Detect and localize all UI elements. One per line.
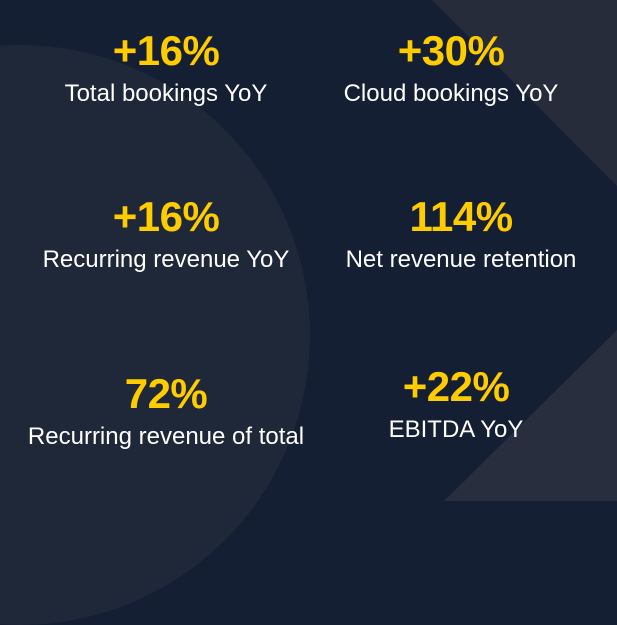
stat-label: Cloud bookings YoY — [343, 80, 559, 107]
stat-cloud-bookings: +30% Cloud bookings YoY — [297, 27, 605, 109]
stat-value: 114% — [409, 193, 513, 240]
stat-ebitda: +22% EBITDA YoY — [302, 363, 610, 445]
stat-value: +22% — [402, 363, 510, 410]
stat-value: +16% — [112, 27, 220, 74]
stat-label: Total bookings YoY — [64, 80, 268, 107]
stat-net-revenue-retention: 114% Net revenue retention — [307, 193, 615, 275]
top-right-triangle — [432, 0, 617, 186]
stat-label: EBITDA YoY — [388, 416, 524, 443]
stats-grid: +16% Total bookings YoY +30% Cloud booki… — [12, 27, 615, 452]
stat-recurring-revenue: +16% Recurring revenue YoY — [12, 193, 320, 275]
stat-value: +16% — [112, 193, 220, 240]
bottom-right-triangle — [444, 330, 617, 501]
stat-label: Recurring revenue YoY — [42, 246, 290, 273]
stat-value: +30% — [397, 27, 505, 74]
stat-label: Recurring revenue of total — [27, 423, 305, 450]
background-triangles — [432, 0, 617, 501]
stat-value: 72% — [124, 370, 208, 417]
stat-label: Net revenue retention — [345, 246, 577, 273]
stat-recurring-revenue-share: 72% Recurring revenue of total — [12, 370, 320, 452]
stat-total-bookings: +16% Total bookings YoY — [12, 27, 320, 109]
